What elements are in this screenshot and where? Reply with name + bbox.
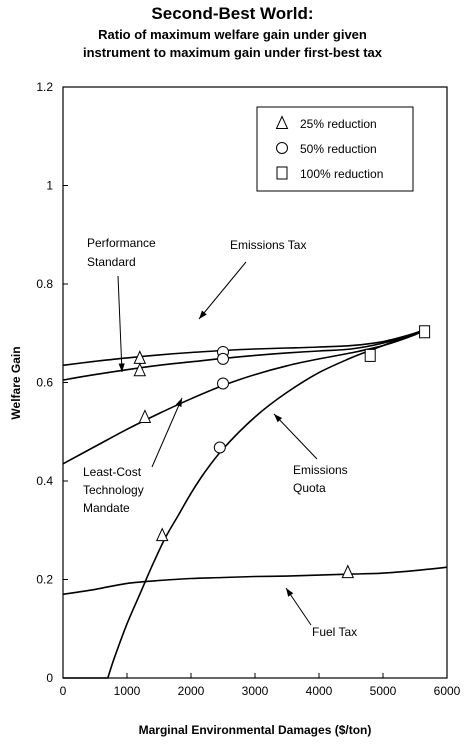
marker-circle	[217, 377, 229, 390]
x-tick-label: 2000	[178, 684, 205, 698]
marker-square	[419, 325, 431, 339]
arrow-emissions-tax	[198, 261, 247, 320]
ann-least-cost-line-1: Least-Cost	[83, 465, 142, 479]
chart-subtitle-line-2: instrument to maximum gain under first-b…	[82, 45, 383, 60]
series-line-emissions-tax	[62, 327, 429, 367]
marker-triangle	[138, 409, 152, 423]
chart-subtitle-line-1: Ratio of maximum welfare gain under give…	[98, 27, 367, 42]
y-tick-label: 0.4	[36, 474, 53, 488]
axis-ticks: 0 1000 2000 3000 4000 5000 6000 0 0.2 0.4 0.6 0.8 1 1…	[36, 80, 460, 698]
y-tick-label: 0.6	[36, 376, 53, 390]
arrow-least-cost	[151, 397, 183, 468]
arrow-least-cost-head	[175, 398, 182, 407]
y-tick-label: 0	[46, 671, 53, 685]
arrow-performance-standard-head	[118, 363, 125, 372]
x-tick-label: 1000	[114, 684, 141, 698]
legend-marker-triangle	[275, 115, 289, 129]
ann-emissions-tax-label: Emissions Tax	[230, 238, 306, 252]
ann-performance-standard-line-2: Standard	[87, 255, 136, 269]
y-tick-label: 0.8	[36, 277, 53, 291]
y-tick-label: 1.2	[36, 80, 53, 94]
ann-performance-standard-line-1: Performance	[87, 236, 156, 250]
y-tick-label: 1	[46, 179, 53, 193]
marker-triangle	[341, 564, 355, 579]
y-tick-label: 0.2	[36, 573, 53, 587]
x-tick-label: 6000	[434, 684, 461, 698]
arrow-emissions-quota	[273, 413, 318, 460]
x-tick-label: 0	[60, 684, 67, 698]
marker-triangle	[155, 527, 169, 542]
annotation-arrows	[117, 261, 318, 626]
marker-square	[364, 348, 376, 362]
data-markers	[133, 325, 431, 579]
x-tick-label: 3000	[242, 684, 269, 698]
legend: 25% reduction 50% reduction 100% reduction	[256, 106, 414, 192]
legend-label-square: 100% reduction	[300, 167, 383, 181]
ann-least-cost-line-3: Mandate	[83, 501, 130, 515]
marker-circle	[217, 352, 229, 365]
series-line-performance-standard	[62, 327, 429, 381]
ann-emissions-quota-line-1: Emissions	[293, 463, 348, 477]
chart-title: Second-Best World:	[151, 4, 314, 23]
x-tick-label: 5000	[370, 684, 397, 698]
arrow-performance-standard	[117, 275, 123, 373]
marker-circle	[213, 441, 226, 454]
y-axis-label: Welfare Gain	[9, 346, 23, 419]
x-tick-label: 4000	[306, 684, 333, 698]
marker-triangle	[133, 362, 147, 377]
arrow-fuel-tax-head	[286, 588, 294, 597]
legend-marker-circle	[276, 142, 288, 154]
ann-fuel-tax-label: Fuel Tax	[312, 625, 357, 639]
legend-label-circle: 50% reduction	[300, 142, 377, 156]
ann-emissions-quota-line-2: Quota	[293, 481, 326, 495]
arrow-emissions-tax-head	[199, 310, 207, 319]
legend-marker-square	[276, 166, 288, 180]
series-line-fuel-tax	[62, 566, 448, 596]
legend-label-triangle: 25% reduction	[300, 117, 377, 131]
ann-least-cost-line-2: Technology	[83, 483, 144, 497]
arrow-emissions-quota-head	[274, 414, 283, 423]
x-axis-label: Marginal Environmental Damages ($/ton)	[139, 723, 372, 737]
